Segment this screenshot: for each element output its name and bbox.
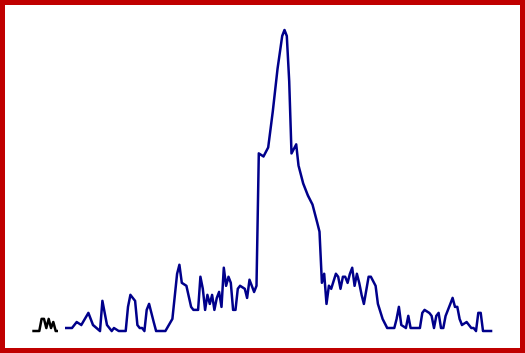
series-line-inset xyxy=(32,317,58,333)
series-line-main xyxy=(65,28,493,333)
plot-area xyxy=(32,28,493,333)
